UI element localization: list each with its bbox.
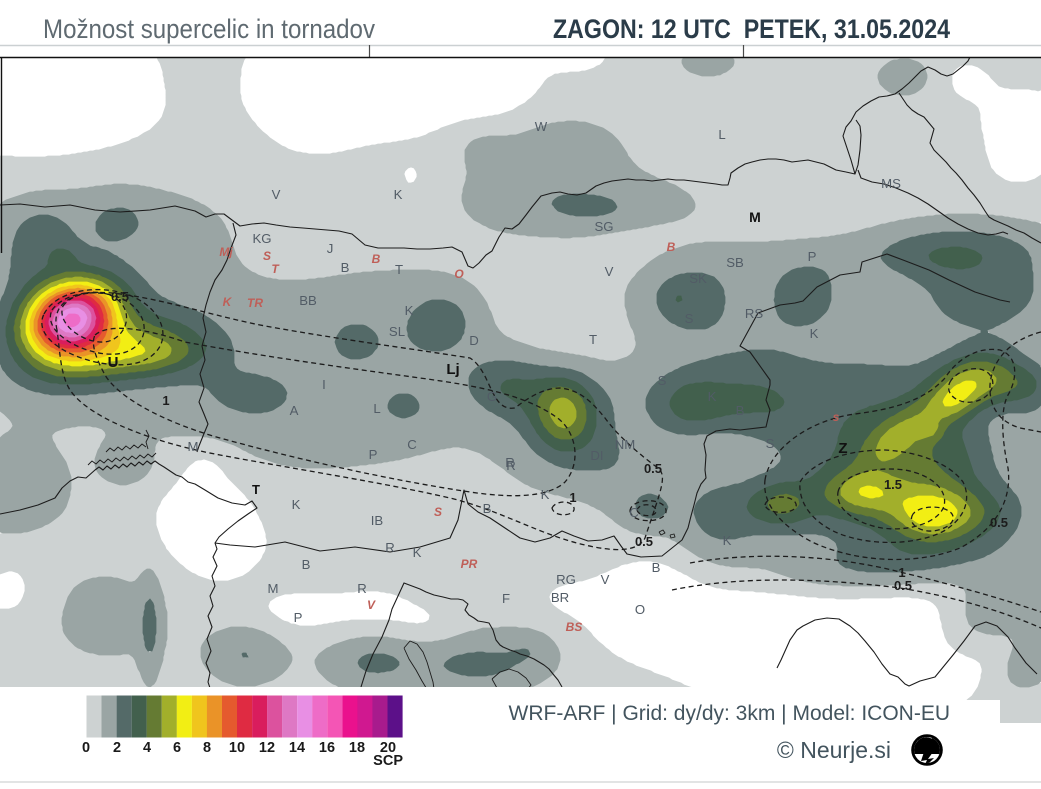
svg-text:MS: MS — [881, 176, 901, 191]
svg-text:C: C — [629, 505, 639, 520]
svg-text:20: 20 — [380, 740, 396, 756]
svg-text:T: T — [395, 262, 403, 277]
svg-text:S: S — [263, 249, 271, 263]
svg-text:R: R — [506, 458, 516, 473]
svg-text:SL: SL — [389, 324, 405, 339]
svg-text:© Neurje.si: © Neurje.si — [777, 737, 891, 763]
svg-text:V: V — [601, 572, 610, 587]
svg-text:Mj: Mj — [219, 245, 233, 259]
svg-text:1: 1 — [898, 565, 905, 580]
svg-text:12: 12 — [259, 740, 275, 756]
svg-text:L: L — [373, 401, 380, 416]
svg-text:Z: Z — [838, 440, 847, 457]
svg-text:0.5: 0.5 — [635, 534, 653, 549]
svg-text:DI: DI — [590, 448, 603, 463]
svg-text:K: K — [723, 533, 732, 548]
svg-text:WRF-ARF | Grid: dy/dy: 3km | M: WRF-ARF | Grid: dy/dy: 3km | Model: ICON… — [509, 702, 950, 725]
svg-text:TR: TR — [247, 296, 263, 310]
svg-text:4: 4 — [143, 740, 151, 756]
svg-text:PR: PR — [461, 557, 478, 571]
svg-text:0.5: 0.5 — [894, 578, 912, 593]
svg-text:K: K — [292, 497, 301, 512]
svg-text:T: T — [271, 262, 280, 276]
svg-text:R: R — [357, 581, 367, 596]
svg-text:1: 1 — [569, 490, 576, 505]
svg-text:T: T — [589, 332, 597, 347]
svg-text:14: 14 — [289, 740, 305, 756]
svg-text:8: 8 — [203, 740, 211, 756]
svg-text:O: O — [635, 602, 645, 617]
svg-text:RS: RS — [745, 306, 764, 321]
svg-text:BS: BS — [566, 620, 583, 634]
svg-text:Lj: Lj — [446, 361, 459, 378]
svg-text:Možnost supercelic in tornadov: Možnost supercelic in tornadov — [43, 14, 375, 44]
svg-text:R: R — [505, 455, 515, 470]
svg-text:T: T — [252, 482, 260, 497]
svg-text:V: V — [605, 264, 614, 279]
svg-text:K: K — [541, 487, 550, 502]
svg-text:B: B — [341, 260, 350, 275]
svg-text:SK: SK — [689, 271, 707, 286]
svg-text:B: B — [736, 403, 745, 418]
svg-text:R: R — [385, 540, 395, 555]
svg-text:S: S — [685, 311, 694, 326]
svg-text:W: W — [535, 119, 548, 134]
svg-text:KG: KG — [252, 231, 271, 246]
svg-text:J: J — [327, 241, 334, 256]
svg-text:BB: BB — [299, 293, 317, 308]
svg-text:B: B — [302, 557, 311, 572]
svg-text:16: 16 — [319, 740, 335, 756]
svg-text:K: K — [413, 545, 422, 560]
svg-text:K: K — [405, 303, 414, 318]
svg-text:U: U — [108, 354, 119, 371]
svg-text:K: K — [223, 295, 233, 309]
svg-text:S: S — [766, 436, 775, 451]
svg-text:s: s — [833, 410, 840, 424]
svg-text:2: 2 — [113, 740, 121, 756]
svg-text:B: B — [372, 252, 381, 266]
svg-text:S: S — [434, 505, 442, 519]
svg-text:0: 0 — [82, 740, 90, 756]
svg-text:ZAGON: 12 UTC PETEK, 31.05.20: ZAGON: 12 UTC PETEK, 31.05.2024 — [553, 14, 950, 44]
svg-text:P: P — [294, 610, 303, 625]
svg-text:D: D — [469, 333, 479, 348]
svg-text:K: K — [810, 326, 819, 341]
svg-text:IB: IB — [371, 513, 384, 528]
svg-text:G: G — [487, 389, 497, 404]
svg-text:V: V — [272, 187, 281, 202]
svg-text:C: C — [407, 437, 417, 452]
svg-text:K: K — [708, 389, 717, 404]
svg-text:RG: RG — [556, 572, 576, 587]
svg-text:6: 6 — [173, 740, 181, 756]
svg-text:A: A — [290, 403, 299, 418]
svg-text:L: L — [718, 127, 725, 142]
svg-text:F: F — [502, 591, 510, 606]
svg-text:18: 18 — [349, 740, 365, 756]
svg-text:SCP: SCP — [373, 753, 403, 769]
svg-text:P: P — [808, 249, 817, 264]
svg-text:M: M — [268, 581, 279, 596]
svg-text:SB: SB — [726, 255, 744, 270]
svg-text:V: V — [367, 598, 376, 612]
svg-text:0.5: 0.5 — [111, 289, 129, 304]
svg-text:0.5: 0.5 — [644, 461, 662, 476]
svg-text:0.5: 0.5 — [990, 515, 1008, 530]
svg-text:B: B — [667, 240, 676, 254]
svg-text:B: B — [652, 560, 661, 575]
svg-text:S: S — [658, 373, 667, 388]
svg-text:BR: BR — [551, 590, 569, 605]
svg-text:P: P — [369, 447, 378, 462]
svg-text:SG: SG — [594, 219, 613, 234]
svg-text:B: B — [483, 501, 492, 516]
svg-text:I: I — [322, 377, 326, 392]
svg-text:K: K — [394, 187, 403, 202]
svg-text:1: 1 — [162, 393, 169, 408]
svg-text:O: O — [454, 267, 464, 281]
svg-text:1.5: 1.5 — [884, 477, 902, 492]
svg-text:M: M — [188, 439, 199, 454]
svg-text:NM: NM — [615, 437, 636, 452]
svg-text:10: 10 — [229, 740, 245, 756]
svg-text:M: M — [749, 209, 761, 225]
